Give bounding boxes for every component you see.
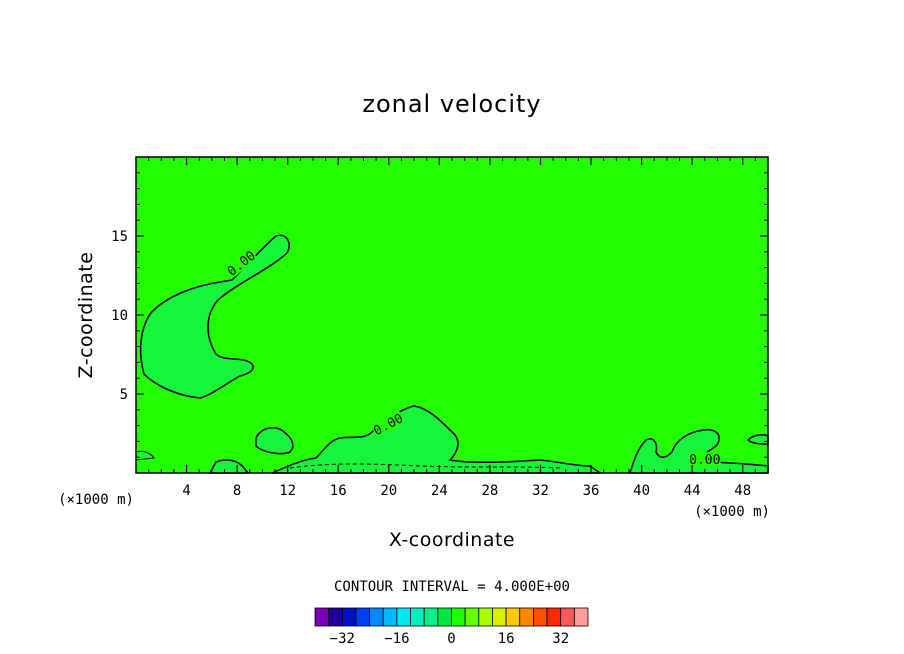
colorbar-swatch — [396, 607, 411, 627]
colorbar-swatch — [492, 607, 507, 627]
contour-region-bottom-mid — [255, 426, 294, 455]
y-tick-label: 15 — [111, 229, 128, 245]
colorbar-tick-label: 32 — [552, 631, 569, 647]
colorbar-tick-label: 16 — [498, 631, 515, 647]
x-tick-label: 24 — [431, 483, 448, 499]
colorbar-swatch — [382, 607, 398, 627]
y-axis-ticks: 5 10 15 — [111, 172, 768, 458]
contour-region-upper-left — [139, 234, 290, 399]
colorbar-swatch — [437, 607, 452, 627]
colorbar-swatch — [573, 607, 589, 627]
colorbar-swatch — [410, 607, 425, 627]
y-tick-label: 10 — [111, 308, 128, 324]
x-tick-label: 16 — [330, 483, 347, 499]
plot-area — [136, 157, 768, 473]
colorbar-swatch — [464, 607, 480, 627]
x-tick-label: 36 — [583, 483, 600, 499]
contour-region-bottom-band — [271, 405, 603, 474]
colorbar-tick-label: −32 — [330, 631, 355, 647]
contour-label-bg — [688, 452, 721, 467]
contour-label-bg — [370, 410, 406, 438]
contour-label-bg — [224, 247, 258, 279]
colorbar-swatch — [546, 607, 562, 627]
colorbar — [314, 607, 589, 627]
colorbar-swatch — [505, 607, 521, 627]
colorbar-tick-label: 0 — [447, 631, 455, 647]
colorbar-swatch — [533, 607, 548, 627]
x-tick-label: 12 — [279, 483, 296, 499]
chart-title: zonal velocity — [362, 90, 541, 118]
colorbar-swatch — [328, 607, 343, 627]
x-tick-label: 44 — [684, 483, 701, 499]
y-axis-label: Z-coordinate — [75, 252, 97, 379]
x-tick-label: 4 — [182, 483, 190, 499]
colorbar-swatch — [341, 607, 357, 627]
x-axis-ticks: 4 8 12 16 20 24 28 32 36 40 44 48 — [148, 157, 756, 499]
colorbar-ticks: −32 −16 0 16 32 — [330, 631, 569, 647]
x-tick-label: 28 — [481, 483, 498, 499]
contour-region-bottom-center — [208, 459, 250, 474]
x-tick-label: 40 — [633, 483, 650, 499]
x-axis-label: X-coordinate — [389, 529, 515, 551]
contour-label: 0.00 — [689, 453, 720, 468]
x-tick-label: 20 — [380, 483, 397, 499]
y-tick-label: 5 — [120, 387, 128, 403]
colorbar-swatch — [423, 607, 439, 627]
colorbar-swatch — [355, 607, 371, 627]
x-unit-right: (×1000 m) — [694, 504, 770, 520]
x-tick-label: 48 — [734, 483, 751, 499]
colorbar-swatch — [478, 607, 493, 627]
x-tick-label: 8 — [233, 483, 241, 499]
contour-interval-text: CONTOUR INTERVAL = 4.000E+00 — [334, 579, 570, 595]
colorbar-swatch — [314, 607, 330, 627]
x-tick-label: 32 — [532, 483, 549, 499]
colorbar-swatch — [519, 607, 534, 627]
contour-bottom-left-wisp — [135, 450, 155, 461]
colorbar-swatch — [451, 607, 466, 627]
colorbar-tick-label: −16 — [384, 631, 409, 647]
colorbar-swatch — [369, 607, 384, 627]
colorbar-swatch — [560, 607, 575, 627]
x-unit-left: (×1000 m) — [58, 492, 134, 508]
